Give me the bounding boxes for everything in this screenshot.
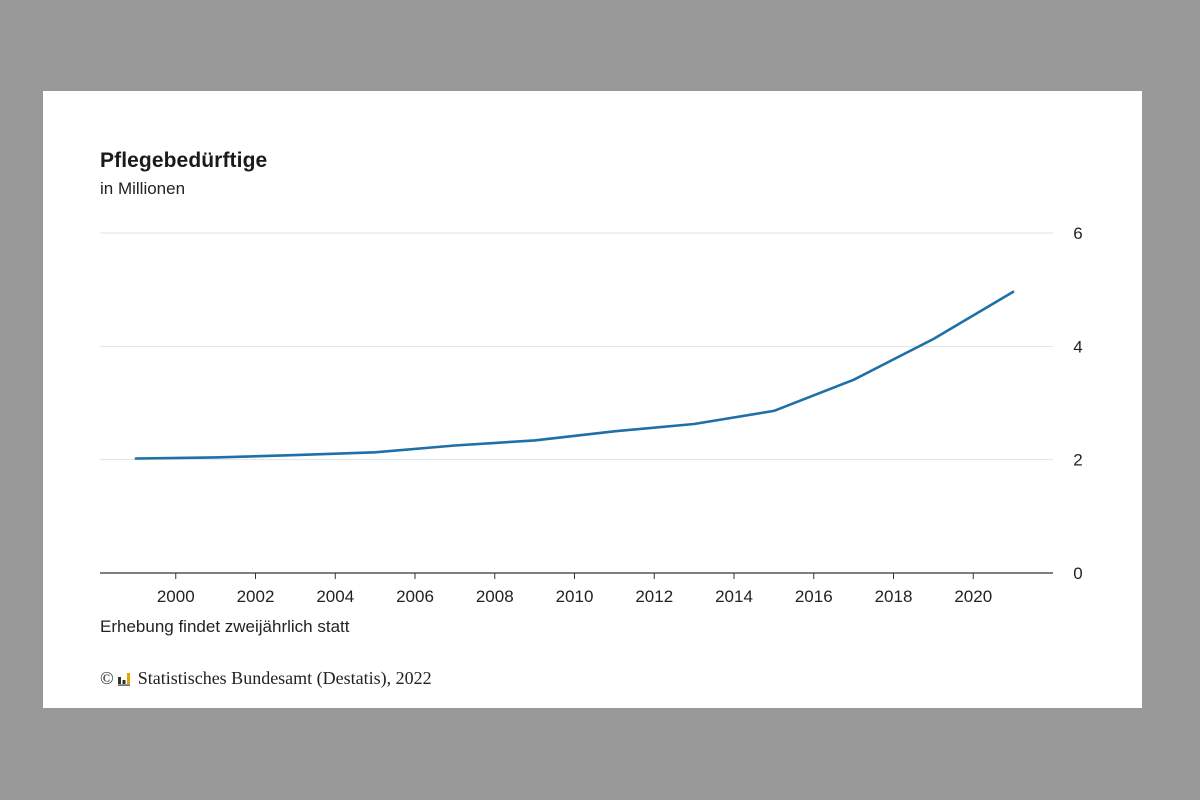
y-tick-label: 0 — [1073, 564, 1082, 583]
x-tick-label: 2000 — [157, 587, 195, 606]
copyright-symbol: © — [100, 668, 114, 688]
x-tick-label: 2006 — [396, 587, 434, 606]
x-tick-label: 2010 — [556, 587, 594, 606]
source-credit: © Statistisches Bundesamt (Destatis), 20… — [100, 668, 432, 689]
line-chart: 0 2 4 6 2000 2002 2004 2006 2008 2010 2012 2014 2016… — [100, 224, 1083, 606]
x-tick-label: 2002 — [237, 587, 275, 606]
x-tick-label: 2012 — [635, 587, 673, 606]
chart-subtitle: in Millionen — [100, 179, 186, 198]
y-tick-label: 6 — [1073, 224, 1082, 243]
series-line — [134, 290, 1015, 460]
destatis-logo-icon — [117, 672, 130, 686]
y-tick-label: 4 — [1073, 337, 1082, 356]
x-tick-label: 2016 — [795, 587, 833, 606]
x-tick-label: 2020 — [954, 587, 992, 606]
source-text: Statistisches Bundesamt (Destatis), 2022 — [137, 668, 432, 688]
x-tick-label: 2008 — [476, 587, 514, 606]
chart-note: Erhebung findet zweijährlich statt — [100, 617, 350, 636]
chart-card: Pflegebedürftige in Millionen 0 2 4 6 2000 20… — [43, 91, 1142, 708]
chart-title: Pflegebedürftige — [100, 149, 268, 172]
x-tick-label: 2018 — [875, 587, 913, 606]
x-tick-label: 2004 — [316, 587, 354, 606]
x-tick-label: 2014 — [715, 587, 753, 606]
y-tick-label: 2 — [1073, 451, 1082, 470]
